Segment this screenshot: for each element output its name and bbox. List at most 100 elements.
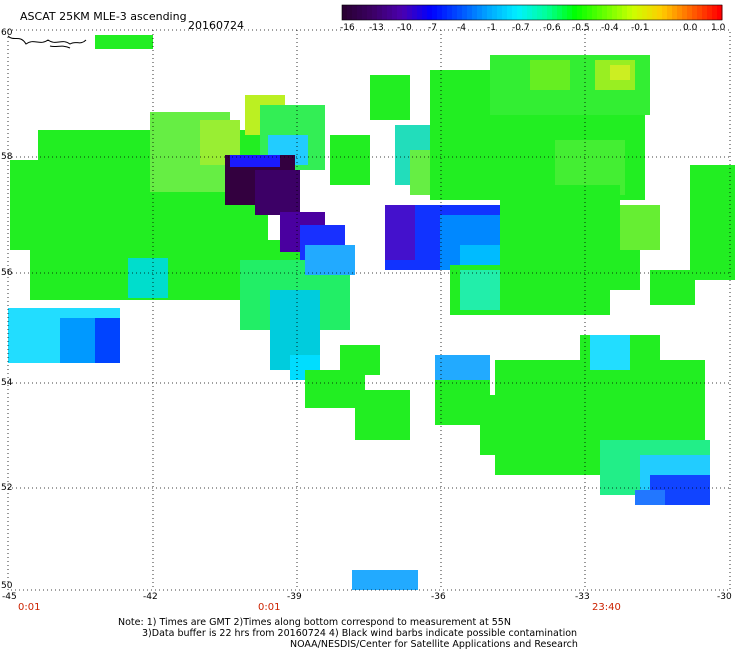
note-line-1: Note: 1) Times are GMT 2)Times along bot…	[118, 617, 511, 628]
map-frame	[7, 29, 731, 591]
colorbar-swatch	[697, 5, 703, 20]
lon-label: -42	[143, 592, 158, 602]
grid	[8, 30, 730, 590]
colorbar-swatch	[557, 5, 563, 20]
colorbar-swatch	[712, 5, 718, 20]
colorbar-swatch	[387, 5, 393, 20]
colorbar-swatch	[587, 5, 593, 20]
colorbar-label: -0.7	[512, 23, 530, 33]
colorbar-label: -0.1	[631, 23, 649, 33]
colorbar-label: -1	[487, 23, 496, 33]
colorbar-swatch	[497, 5, 503, 20]
colorbar-swatch	[622, 5, 628, 20]
colorbar-swatch	[687, 5, 693, 20]
colorbar-swatch	[492, 5, 498, 20]
colorbar-swatch	[677, 5, 683, 20]
colorbar-swatch	[672, 5, 678, 20]
colorbar-swatch	[407, 5, 413, 20]
colorbar-swatch	[367, 5, 373, 20]
note-line-3: NOAA/NESDIS/Center for Satellite Applica…	[290, 639, 578, 650]
colorbar-swatch	[477, 5, 483, 20]
colorbar-swatch	[662, 5, 668, 20]
colorbar-label: 0.0	[683, 23, 698, 33]
colorbar-swatch	[397, 5, 403, 20]
colorbar-swatch	[507, 5, 513, 20]
colorbar-swatch	[592, 5, 598, 20]
colorbar-swatch	[717, 5, 723, 20]
colorbar-swatch	[482, 5, 488, 20]
colorbar-swatch	[647, 5, 653, 20]
colorbar-label: -0.5	[572, 23, 590, 33]
lon-label: -45	[2, 592, 17, 602]
colorbar-swatch	[572, 5, 578, 20]
map-date: 20160724	[188, 19, 244, 32]
colorbar-swatch	[612, 5, 618, 20]
colorbar-swatch	[532, 5, 538, 20]
colorbar-swatch	[457, 5, 463, 20]
colorbar-swatch	[357, 5, 363, 20]
colorbar-swatch	[412, 5, 418, 20]
colorbar-swatch	[432, 5, 438, 20]
colorbar-label: -13	[369, 23, 384, 33]
colorbar-swatch	[577, 5, 583, 20]
lat-label: 56	[1, 268, 13, 278]
lon-label: -30	[717, 592, 732, 602]
colorbar-swatch	[637, 5, 643, 20]
colorbar-label: -0.4	[601, 23, 619, 33]
colorbar-swatch	[642, 5, 648, 20]
colorbar-swatch	[512, 5, 518, 20]
lat-label: 58	[1, 152, 13, 162]
colorbar-swatch	[667, 5, 673, 20]
colorbar-swatch	[692, 5, 698, 20]
colorbar-swatch	[682, 5, 688, 20]
lon-label: -39	[287, 592, 302, 602]
swath-data-layer	[8, 35, 735, 590]
colorbar-label: -0.6	[543, 23, 561, 33]
colorbar-swatch	[437, 5, 443, 20]
colorbar-swatch	[537, 5, 543, 20]
colorbar-label: -4	[457, 23, 466, 33]
colorbar-swatch	[422, 5, 428, 20]
colorbar	[342, 5, 723, 20]
colorbar-swatch	[552, 5, 558, 20]
colorbar-swatch	[472, 5, 478, 20]
colorbar-swatch	[617, 5, 623, 20]
time-label: 0:01	[258, 602, 281, 613]
colorbar-swatch	[447, 5, 453, 20]
colorbar-swatch	[517, 5, 523, 20]
colorbar-swatch	[547, 5, 553, 20]
colorbar-swatch	[487, 5, 493, 20]
colorbar-swatch	[427, 5, 433, 20]
colorbar-swatch	[377, 5, 383, 20]
colorbar-swatch	[362, 5, 368, 20]
colorbar-swatch	[372, 5, 378, 20]
colorbar-swatch	[392, 5, 398, 20]
colorbar-swatch	[542, 5, 548, 20]
colorbar-swatch	[702, 5, 708, 20]
coastline	[49, 45, 71, 49]
colorbar-swatch	[562, 5, 568, 20]
colorbar-swatch	[522, 5, 528, 20]
colorbar-swatch	[582, 5, 588, 20]
colorbar-swatch	[597, 5, 603, 20]
colorbar-swatch	[467, 5, 473, 20]
colorbar-swatch	[707, 5, 713, 20]
colorbar-label: -10	[397, 23, 412, 33]
colorbar-swatch	[382, 5, 388, 20]
time-label: 23:40	[592, 602, 621, 613]
colorbar-swatch	[352, 5, 358, 20]
colorbar-swatch	[602, 5, 608, 20]
colorbar-label: 1.0	[711, 23, 726, 33]
map-title: ASCAT 25KM MLE-3 ascending	[20, 10, 187, 23]
lon-label: -33	[575, 592, 590, 602]
colorbar-swatch	[452, 5, 458, 20]
colorbar-swatch	[627, 5, 633, 20]
lat-label: 60	[1, 28, 13, 38]
lat-label: 54	[1, 378, 13, 388]
colorbar-swatch	[527, 5, 533, 20]
colorbar-frame	[341, 4, 723, 21]
colorbar-swatch	[502, 5, 508, 20]
lon-label: -36	[431, 592, 446, 602]
colorbar-label: -16	[340, 23, 355, 33]
